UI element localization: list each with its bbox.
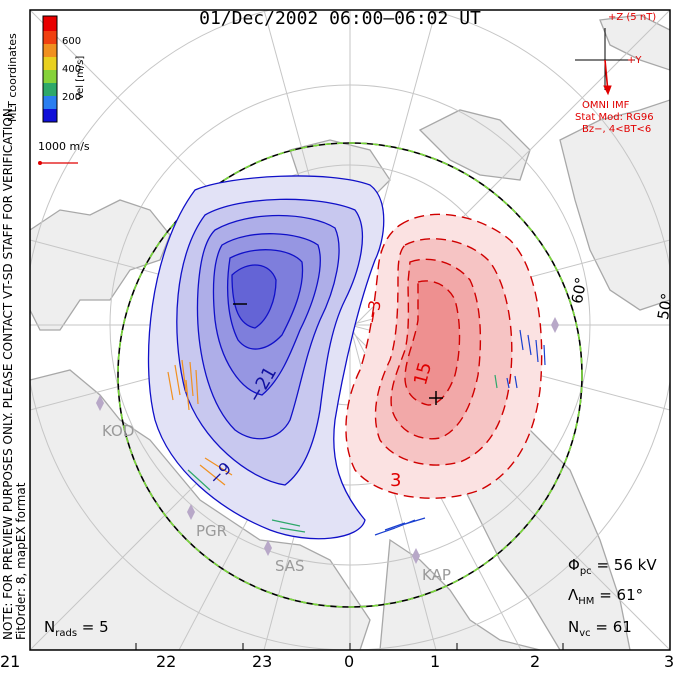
station-markers [96, 317, 559, 564]
cross-polar-potential: Φpc = 56 kV [568, 556, 657, 577]
mlt-label-21: 21 [0, 652, 21, 671]
colorbar-seg-7 [43, 31, 57, 44]
colorbar-seg-4 [43, 70, 57, 83]
colorbar-tick-600: 600 [62, 36, 82, 47]
station-label-sas: SAS [275, 557, 305, 575]
station-marker-pgr [187, 504, 195, 520]
mlt-label-2: 2 [530, 652, 541, 671]
station-marker-east [551, 317, 559, 333]
station-marker-kod [96, 395, 104, 411]
reference-vector-mark [38, 161, 78, 165]
mlt-label-23: 23 [252, 652, 273, 671]
extremum-max-mark [429, 391, 443, 405]
colorbar-seg-6 [43, 44, 57, 57]
plot-ticks [29, 643, 671, 650]
colorbar-label: Vel [m/s] [75, 55, 86, 100]
mlt-label-1: 1 [430, 652, 441, 671]
colorbar-seg-8 [43, 16, 57, 31]
mlt-label-22: 22 [156, 652, 177, 671]
radar-count: Nrads = 5 [44, 618, 109, 639]
station-label-kap: KAP [422, 566, 451, 584]
stat-model: Stat Mod: RG96 [575, 112, 654, 123]
map-title: 01/Dec/2002 06:00–06:02 UT [199, 8, 481, 29]
colorbar-seg-1 [43, 109, 57, 122]
colorbar-seg-3 [43, 83, 57, 96]
coordinate-label: MLT coordinates [6, 33, 19, 122]
fit-order-line: FitOrder: 8, mapEX format [14, 482, 28, 640]
colorbar-seg-2 [43, 96, 57, 109]
imf-y-label: +Y [627, 55, 642, 66]
imf-z-label: +Z (5 nT) [608, 12, 657, 23]
imf-dial [575, 28, 635, 96]
station-marker-kap [412, 548, 420, 564]
hm-boundary-latitude: ΛHM = 61° [568, 586, 644, 607]
station-label-pgr: PGR [196, 522, 228, 540]
station-marker-sas [264, 540, 272, 556]
mlt-label-0: 0 [344, 652, 355, 671]
mlt-label-3: 3 [664, 652, 675, 671]
imf-source: OMNI IMF [582, 100, 630, 111]
vector-count: Nvc = 61 [568, 618, 632, 639]
hm-boundary-dash [117, 142, 583, 608]
imf-condition: Bz−, 4<BT<6 [582, 124, 652, 135]
colorbar-tick-200: 200 [62, 92, 82, 103]
station-label-kod: KOD [102, 422, 135, 440]
negative-cell [147, 175, 385, 540]
positive-cell [345, 213, 543, 499]
colorbar [42, 15, 58, 123]
contour-label-minus3-upper: −3 [362, 298, 385, 326]
colorbar-seg-5 [43, 57, 57, 70]
reference-vector-label: 1000 m/s [38, 140, 90, 153]
contour-label-3: 3 [390, 470, 402, 491]
colorbar-tick-400: 400 [62, 64, 82, 75]
velocity-vectors [167, 329, 546, 536]
preview-note: NOTE: FOR PREVIEW PURPOSES ONLY. PLEASE … [1, 104, 28, 640]
